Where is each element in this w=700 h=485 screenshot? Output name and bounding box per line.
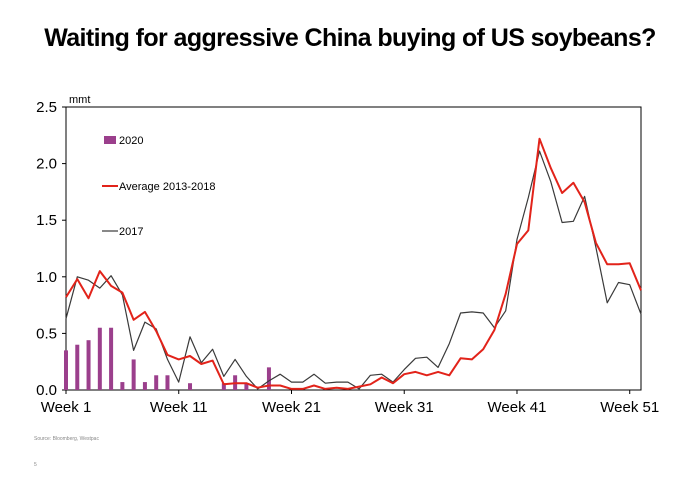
bar-2020-week-9 — [154, 375, 159, 390]
x-tick-label: Week 21 — [262, 399, 321, 416]
bar-2020-week-2 — [75, 344, 80, 390]
y-tick-label: 1.0 — [36, 269, 57, 286]
bar-2020-week-8 — [142, 382, 147, 390]
legend-label: 2020 — [119, 135, 143, 147]
x-tick-label: Week 1 — [41, 399, 92, 416]
y-tick-label: 1.5 — [36, 212, 57, 229]
y-axis-label: mmt — [69, 94, 90, 106]
bar-2020-week-12 — [188, 383, 193, 390]
line-average-2013-2018 — [65, 137, 642, 390]
x-tick-label: Week 51 — [600, 399, 659, 416]
bar-2020-week-7 — [131, 359, 136, 390]
bar-2020-week-10 — [165, 375, 170, 390]
legend-swatch-2020 — [104, 136, 116, 144]
bar-2020-week-6 — [120, 382, 125, 390]
legend-label: Average 2013-2018 — [119, 181, 215, 193]
x-tick-label: Week 41 — [488, 399, 547, 416]
y-tick-label: 2.0 — [36, 156, 57, 173]
bar-2020-week-1 — [64, 350, 68, 390]
bar-2020-week-3 — [86, 340, 91, 390]
x-tick-label: Week 11 — [150, 399, 208, 416]
y-tick-label: 0.5 — [36, 325, 57, 342]
x-tick-label: Week 31 — [375, 399, 434, 416]
bar-2020-week-15 — [221, 383, 226, 390]
page-number: 5 — [34, 462, 37, 468]
bar-2020-week-5 — [109, 327, 114, 390]
bar-2020-week-4 — [97, 327, 102, 390]
legend-label: 2017 — [119, 226, 143, 238]
bar-2020-week-17 — [244, 383, 249, 390]
plot-frame — [65, 106, 642, 391]
chart-title: Waiting for aggressive China buying of U… — [44, 24, 656, 52]
source-note: Source: Bloomberg, Westpac — [34, 436, 99, 442]
y-tick-label: 0.0 — [36, 382, 57, 399]
y-tick-label: 2.5 — [36, 99, 57, 116]
bar-2020-week-19 — [266, 367, 271, 390]
